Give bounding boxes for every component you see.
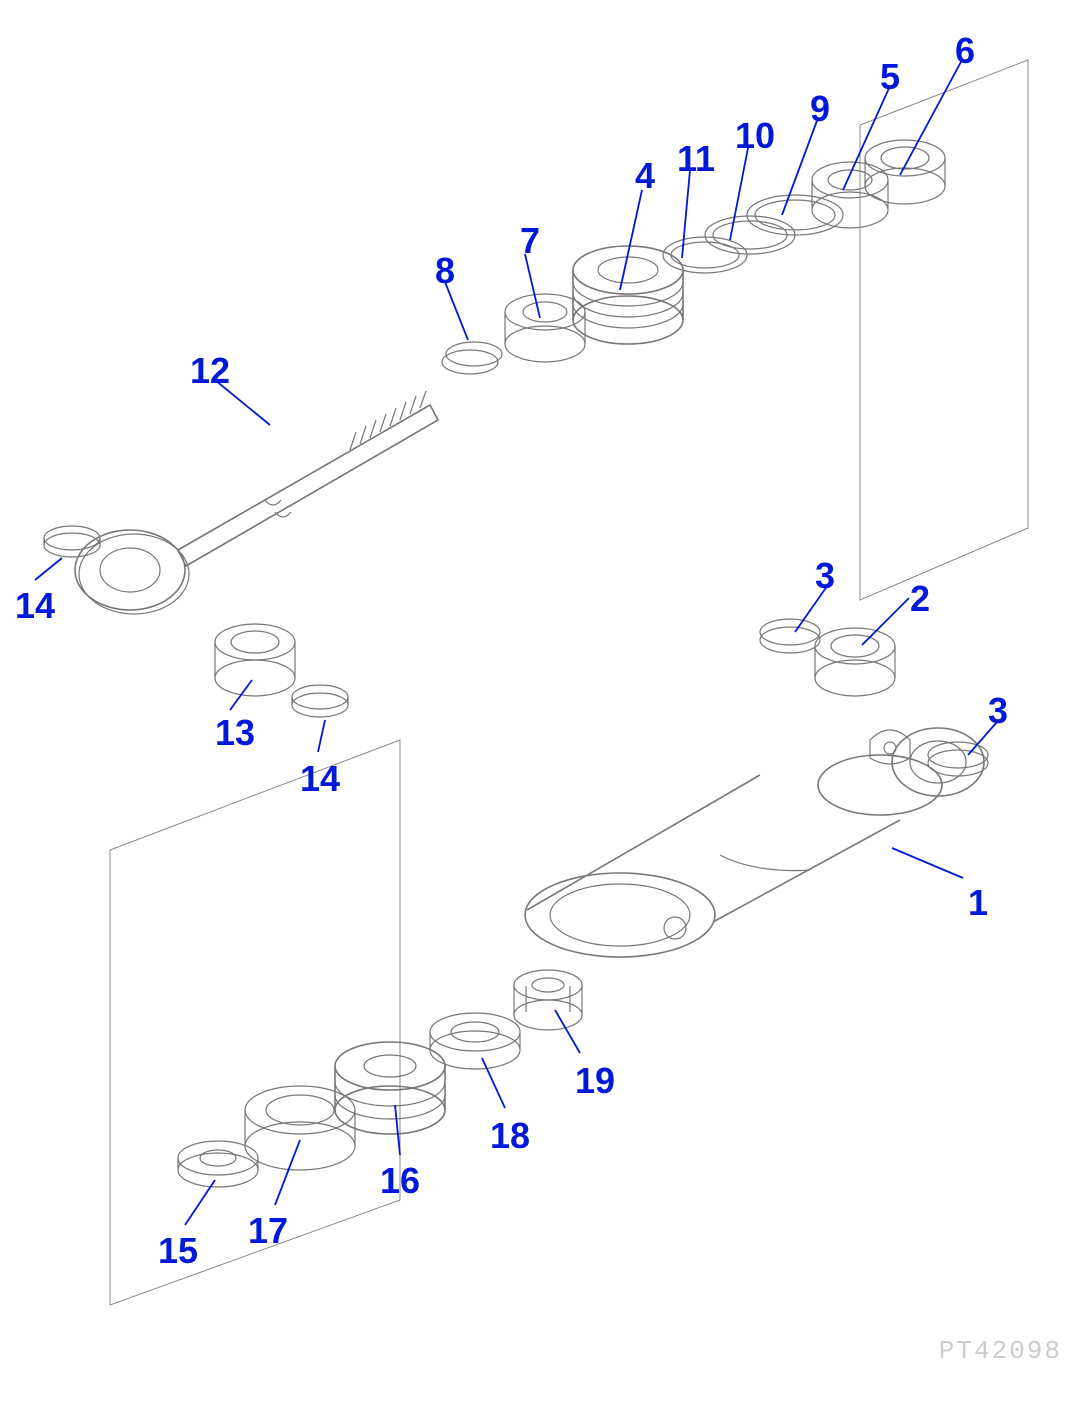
callout-8: 8 — [435, 250, 455, 292]
callout-number: 5 — [880, 56, 900, 97]
leader-19 — [555, 1010, 580, 1053]
callout-19: 19 — [575, 1060, 615, 1102]
figure-id-watermark: PT42098 — [939, 1336, 1062, 1366]
callout-14: 14 — [15, 585, 55, 627]
part-1-cylinder — [525, 728, 984, 957]
callout-3: 3 — [815, 555, 835, 597]
callout-number: 14 — [15, 585, 55, 626]
part-11-o-ring — [663, 237, 747, 273]
callout-12: 12 — [190, 350, 230, 392]
part-12-rod — [75, 391, 438, 614]
callout-number: 19 — [575, 1060, 615, 1101]
callout-number: 16 — [380, 1160, 420, 1201]
callout-17: 17 — [248, 1210, 288, 1252]
callout-number: 18 — [490, 1115, 530, 1156]
callout-number: 6 — [955, 30, 975, 71]
callout-14: 14 — [300, 758, 340, 800]
part-19-nut — [514, 970, 582, 1030]
callout-number: 7 — [520, 220, 540, 261]
callout-4: 4 — [635, 155, 655, 197]
part-13-spacer — [215, 624, 295, 696]
callout-number: 13 — [215, 712, 255, 753]
callout-2: 2 — [910, 578, 930, 620]
callout-11: 11 — [677, 138, 715, 180]
leader-1 — [892, 848, 963, 878]
callout-18: 18 — [490, 1115, 530, 1157]
callout-1: 1 — [968, 882, 988, 924]
callout-7: 7 — [520, 220, 540, 262]
callout-9: 9 — [810, 88, 830, 130]
callout-number: 3 — [988, 690, 1008, 731]
exploded-diagram — [0, 0, 1090, 1426]
callout-number: 3 — [815, 555, 835, 596]
callout-13: 13 — [215, 712, 255, 754]
callout-number: 2 — [910, 578, 930, 619]
callout-number: 10 — [735, 115, 775, 156]
leader-10 — [730, 148, 748, 240]
leader-4 — [620, 190, 642, 290]
part-14-ring-b — [292, 685, 348, 717]
leader-14 — [35, 558, 62, 580]
part-3-ring-a — [760, 619, 820, 653]
callout-number: 14 — [300, 758, 340, 799]
part-8-ring — [442, 342, 502, 374]
part-2-spacer — [815, 628, 895, 696]
callout-number: 12 — [190, 350, 230, 391]
callout-number: 1 — [968, 882, 988, 923]
callout-number: 17 — [248, 1210, 288, 1251]
diagram-stage: 12334567891011121314141516171819 PT42098 — [0, 0, 1090, 1426]
part-4-gland — [573, 246, 683, 344]
callout-number: 4 — [635, 155, 655, 196]
leader-2 — [862, 598, 909, 645]
callout-5: 5 — [880, 56, 900, 98]
leader-14 — [318, 720, 325, 752]
callout-3: 3 — [988, 690, 1008, 732]
leader-13 — [230, 680, 252, 710]
callout-15: 15 — [158, 1230, 198, 1272]
panel-top-right — [860, 60, 1028, 600]
callout-number: 15 — [158, 1230, 198, 1271]
callout-number: 9 — [810, 88, 830, 129]
callout-16: 16 — [380, 1160, 420, 1202]
part-9-o-ring — [747, 195, 843, 235]
leader-7 — [525, 254, 540, 318]
callout-10: 10 — [735, 115, 775, 157]
callout-number: 8 — [435, 250, 455, 291]
callout-number: 11 — [677, 138, 715, 179]
callout-6: 6 — [955, 30, 975, 72]
